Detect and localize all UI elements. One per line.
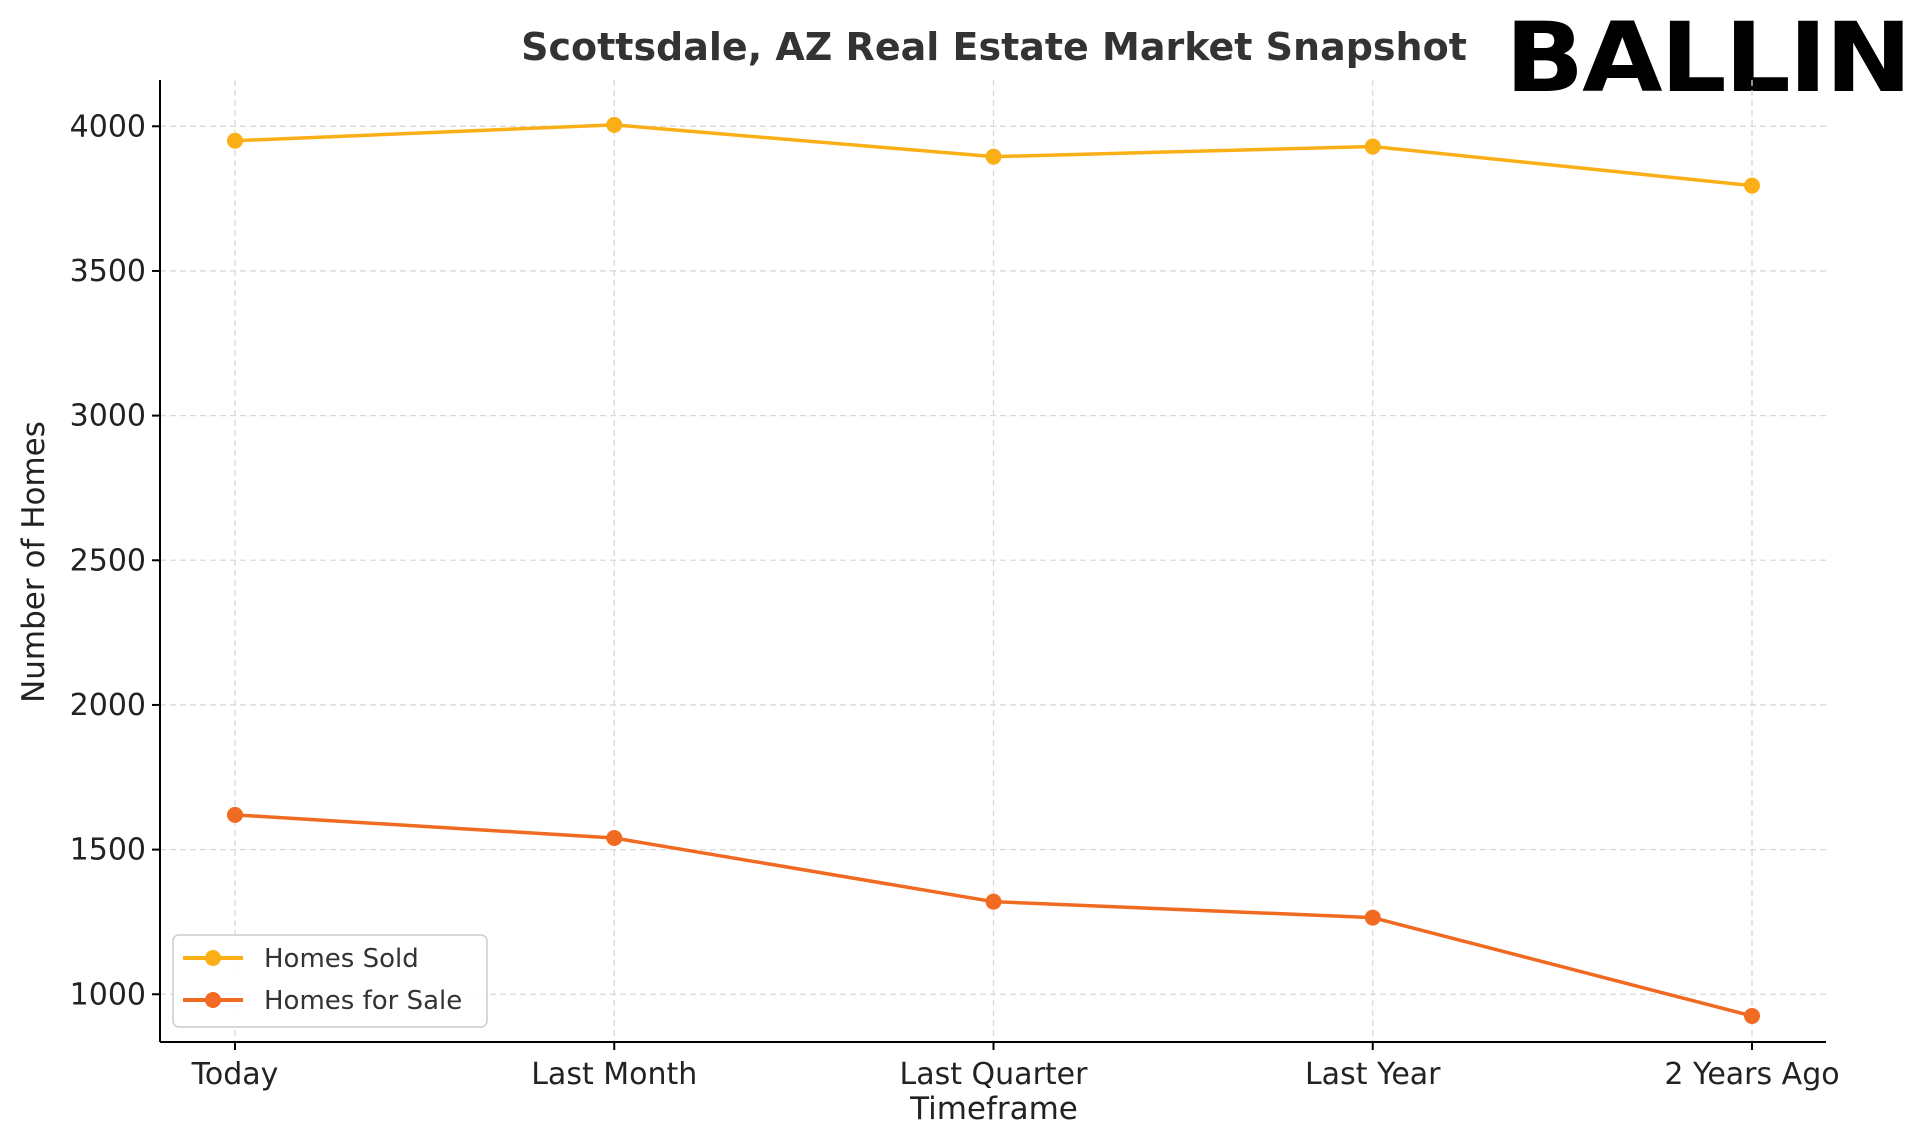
logo-wordmark: BALLIN [1505,2,1910,114]
x-tick-label-today: Today [191,1057,279,1092]
data-point-homes-sold-last-month [606,116,623,133]
legend: Homes Sold Homes for Sale [172,934,488,1028]
legend-marker-homes-sold [205,950,221,966]
x-tick-label-last-year: Last Year [1305,1057,1441,1092]
legend-label-homes-sold: Homes Sold [264,944,419,974]
data-point-homes-for-sale-last-quarter [985,893,1002,910]
y-tick-label-3500: 3500 [70,254,146,289]
y-ticks: 1000 1500 2000 2500 3000 3500 4000 [70,109,160,1012]
legend-label-homes-for-sale: Homes for Sale [264,986,462,1016]
data-point-homes-for-sale-last-year [1364,909,1381,926]
x-tick-label-last-month: Last Month [531,1057,697,1092]
y-tick-label-1500: 1500 [70,833,146,868]
data-point-homes-for-sale-today [227,806,243,823]
y-tick-label-1000: 1000 [70,977,146,1012]
y-tick-label-2500: 2500 [70,543,146,578]
y-axis-title: Number of Homes [16,421,52,703]
x-ticks: Today Last Month Last Quarter Last Year 2 Ye… [191,1042,1840,1092]
data-point-homes-sold-last-year [1364,138,1381,155]
chart-title: Scottsdale, AZ Real Estate Market Snapsh… [521,25,1467,69]
data-point-homes-sold-2-years-ago [1744,177,1760,194]
y-tick-label-3000: 3000 [70,399,146,434]
x-axis-title: Timeframe [909,1091,1078,1127]
data-point-homes-for-sale-last-month [606,830,623,847]
y-tick-label-4000: 4000 [70,109,146,144]
ballin-logo: BALLIN [1505,2,1912,114]
data-point-homes-sold-today [227,132,243,149]
x-tick-label-last-quarter: Last Quarter [900,1057,1089,1092]
series-group [227,116,1760,1024]
data-point-homes-for-sale-2-years-ago [1744,1007,1760,1024]
y-tick-label-2000: 2000 [70,688,146,723]
grid-lines [160,80,1826,1042]
data-point-homes-sold-last-quarter [985,148,1002,165]
legend-marker-homes-for-sale [205,992,221,1008]
legend-box [172,934,488,1028]
x-tick-label-2-years-ago: 2 Years Ago [1664,1057,1839,1092]
